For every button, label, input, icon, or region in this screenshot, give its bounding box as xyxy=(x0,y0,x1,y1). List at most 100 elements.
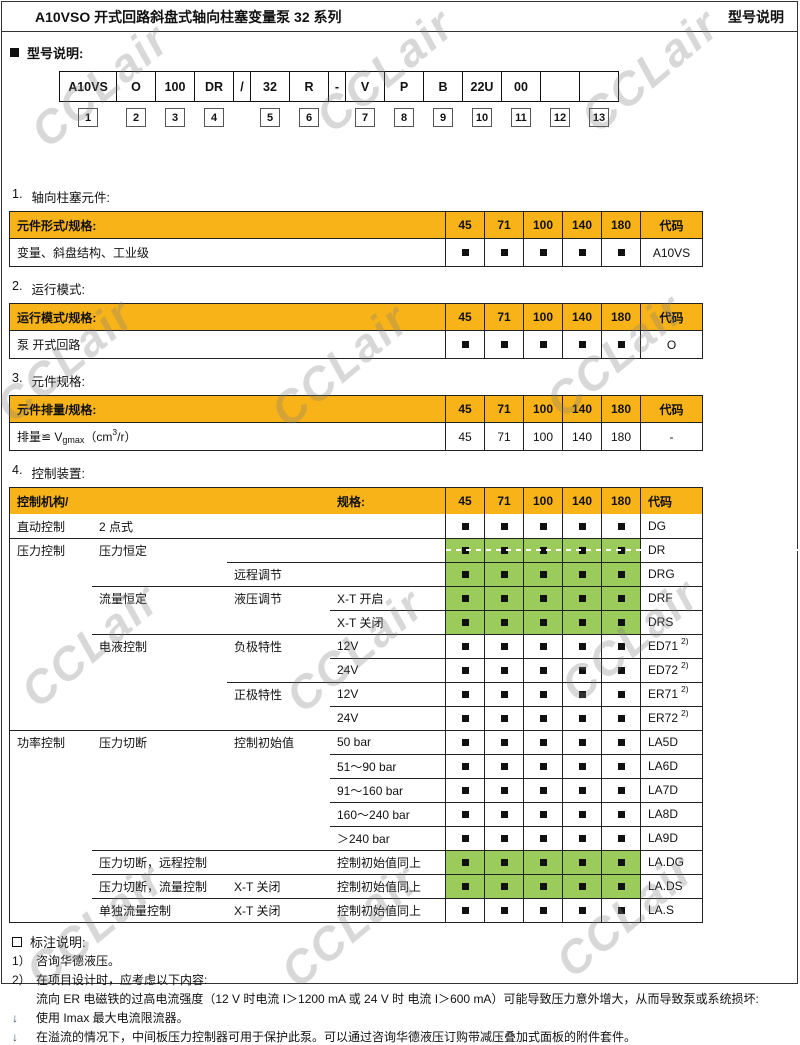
availability-cell xyxy=(601,514,640,538)
availability-cell xyxy=(484,610,523,634)
control-label-cell xyxy=(227,538,330,562)
table-control-devices: 控制机构/ 规格: 45 71 100 140 180 代码 直动控制 2 点式 D… xyxy=(2,487,800,923)
availability-cell xyxy=(601,331,640,358)
model-code-cell: 100 xyxy=(155,71,195,102)
table-row: 泵 开式回路 O xyxy=(10,330,702,358)
control-label-cell xyxy=(227,658,330,682)
control-label-cell: X-T 开启 xyxy=(337,591,384,606)
section-title: 运行模式: xyxy=(31,283,85,297)
section-3-heading: 3. 元件规格: xyxy=(12,371,797,390)
availability-cell xyxy=(445,610,484,634)
code-cell: DG xyxy=(640,514,702,538)
control-label-cell xyxy=(10,778,92,802)
availability-cell xyxy=(601,706,640,730)
control-table-row: 91～160 bar LA7D xyxy=(10,778,702,802)
availability-cell xyxy=(445,754,484,778)
code-cell: LA9D xyxy=(640,826,702,850)
availability-square xyxy=(578,570,586,578)
availability-cell xyxy=(523,874,562,898)
code-cell: LA.S xyxy=(640,898,702,922)
value-cell: 71 xyxy=(484,423,523,450)
availability-square xyxy=(461,786,469,794)
availability-cell xyxy=(484,331,523,358)
model-code-cell: R xyxy=(289,71,329,102)
control-label-cell: 液压调节 xyxy=(234,591,283,606)
code-cell: LA.DS xyxy=(640,874,702,898)
control-label-cell xyxy=(227,778,330,802)
availability-cell xyxy=(562,682,601,706)
code-header-cell: 代码 xyxy=(640,396,702,422)
availability-square xyxy=(578,249,586,256)
control-label-cell: 单独流量控制 xyxy=(99,903,172,918)
control-label-cell xyxy=(92,658,227,682)
control-label-cell xyxy=(10,658,92,682)
availability-square xyxy=(461,570,469,578)
control-label-cell: X-T 关闭 xyxy=(234,879,281,894)
table-header-row: 元件排量/规格: 45 71 100 140 180 代码 xyxy=(10,396,702,422)
availability-cell xyxy=(601,682,640,706)
footnote-line: 在溢流的情况下，中间板压力控制器可用于保护此泵。可以通过咨询华德液压订购带减压叠… xyxy=(12,1030,797,1045)
model-code-cell: - xyxy=(328,71,346,102)
availability-square xyxy=(461,522,469,530)
availability-cell xyxy=(601,658,640,682)
model-position-number-box: 1 xyxy=(78,108,98,127)
availability-square xyxy=(539,690,547,698)
displacement-unit-suffix: /r） xyxy=(117,430,137,444)
model-code-cell: 22U xyxy=(462,71,502,102)
control-label-cell: 流量恒定 xyxy=(99,591,148,606)
row-divider xyxy=(92,586,702,587)
down-arrow-bullet-icon xyxy=(12,1011,36,1026)
code-cell: ER72 2) xyxy=(640,706,702,730)
control-table-row: 流量恒定 液压调节 X-T 开启 DRF xyxy=(10,586,702,610)
availability-cell xyxy=(601,754,640,778)
availability-cell xyxy=(523,706,562,730)
control-label-cell: 24V xyxy=(337,663,359,677)
availability-square xyxy=(539,882,547,890)
model-position-number-box: 2 xyxy=(126,108,146,127)
availability-square xyxy=(578,762,586,770)
availability-square xyxy=(578,642,586,650)
availability-square xyxy=(500,642,508,650)
control-label-cell xyxy=(92,826,227,850)
control-label-cell: 控制初始值同上 xyxy=(337,879,422,894)
footnote-line: 2） 在项目设计时，应考虑以下内容: xyxy=(12,973,797,988)
row-divider xyxy=(330,610,702,611)
footnote-marker xyxy=(12,992,36,1007)
availability-cell xyxy=(601,610,640,634)
model-code-cell: / xyxy=(233,71,251,102)
availability-cell xyxy=(523,730,562,754)
code-header-cell: 代码 xyxy=(640,488,702,514)
control-table-row: 电液控制 负极特性 12V ED71 2) xyxy=(10,634,702,658)
control-table-row: 直动控制 2 点式 DG xyxy=(10,514,702,538)
availability-cell xyxy=(601,850,640,874)
control-label-cell: 12V xyxy=(337,639,359,653)
model-code-table: A10VS O 100 DR/32 R - V P B 22U 00 xyxy=(59,71,797,102)
value-cell: 45 xyxy=(445,423,484,450)
availability-cell xyxy=(523,634,562,658)
row-divider xyxy=(330,706,702,707)
code-cell: LA7D xyxy=(640,778,702,802)
availability-cell xyxy=(562,778,601,802)
availability-cell xyxy=(484,874,523,898)
size-header-cell: 140 xyxy=(562,488,601,514)
value-cell: 180 xyxy=(601,423,640,450)
size-header-cell: 180 xyxy=(601,212,640,238)
row-divider xyxy=(92,850,702,851)
displacement-subscript: gmax xyxy=(62,434,85,445)
availability-square xyxy=(461,249,469,256)
availability-square xyxy=(461,834,469,842)
availability-square xyxy=(461,690,469,698)
availability-square xyxy=(539,786,547,794)
availability-square xyxy=(578,810,586,818)
model-code-heading-label: 型号说明: xyxy=(27,46,84,61)
control-label-cell xyxy=(92,706,227,730)
availability-cell xyxy=(484,850,523,874)
availability-square xyxy=(617,714,625,722)
size-header-cell: 45 xyxy=(445,488,484,514)
control-table-row: 24V ER72 2) xyxy=(10,706,702,730)
code-cell: LA.DG xyxy=(640,850,702,874)
availability-cell xyxy=(601,586,640,610)
availability-square xyxy=(617,786,625,794)
control-label-cell: 控制初始值 xyxy=(234,735,295,750)
